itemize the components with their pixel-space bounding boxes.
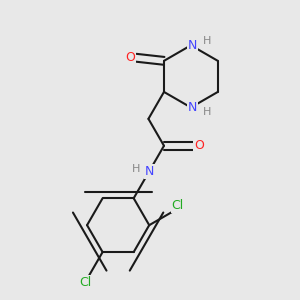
Text: O: O [194, 139, 204, 152]
Text: H: H [132, 164, 140, 174]
Text: H: H [203, 36, 211, 46]
Text: O: O [125, 51, 135, 64]
Text: H: H [203, 107, 211, 117]
Text: N: N [145, 165, 154, 178]
Text: Cl: Cl [172, 199, 184, 212]
Text: N: N [188, 101, 197, 114]
Text: Cl: Cl [79, 276, 92, 290]
Text: N: N [188, 39, 197, 52]
